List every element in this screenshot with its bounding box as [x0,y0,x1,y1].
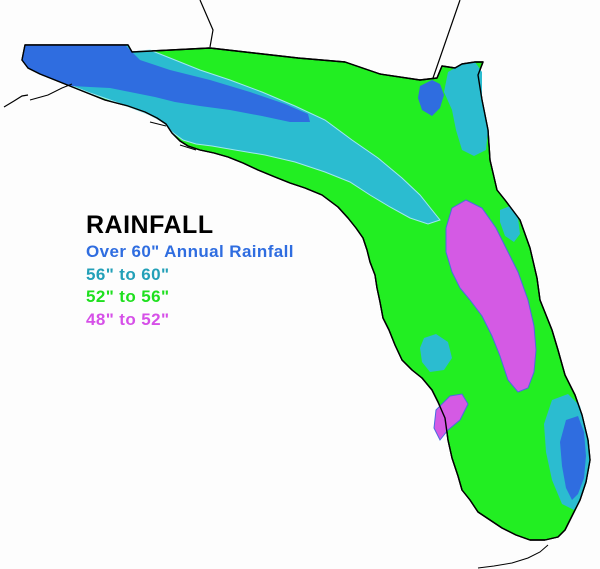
map-legend: RAINFALL Over 60" Annual Rainfall 56" to… [86,210,294,331]
zone-over-60-panhandle [22,45,310,122]
legend-item-48-52: 48" to 52" [86,309,170,329]
barrier-islands [29,83,197,151]
zone-56-60-tampa [420,334,452,372]
zone-48-52-southwest [433,393,469,441]
legend-title: RAINFALL [86,211,214,239]
zone-over-60-northeast [418,80,444,116]
zone-48-52-central [445,199,537,393]
florida-keys [477,544,549,569]
zone-over-60-southeast [560,416,586,500]
florida-coastline [21,44,591,541]
legend-item-over-60: Over 60" Annual Rainfall [86,242,294,261]
legend-item-56-60: 56" to 60" [86,264,170,284]
neighbor-state-borders [3,0,461,108]
zone-56-60-eastcoast [500,206,520,242]
zone-56-60-northeast [444,62,488,156]
legend-item-52-56: 52" to 56" [86,287,170,306]
